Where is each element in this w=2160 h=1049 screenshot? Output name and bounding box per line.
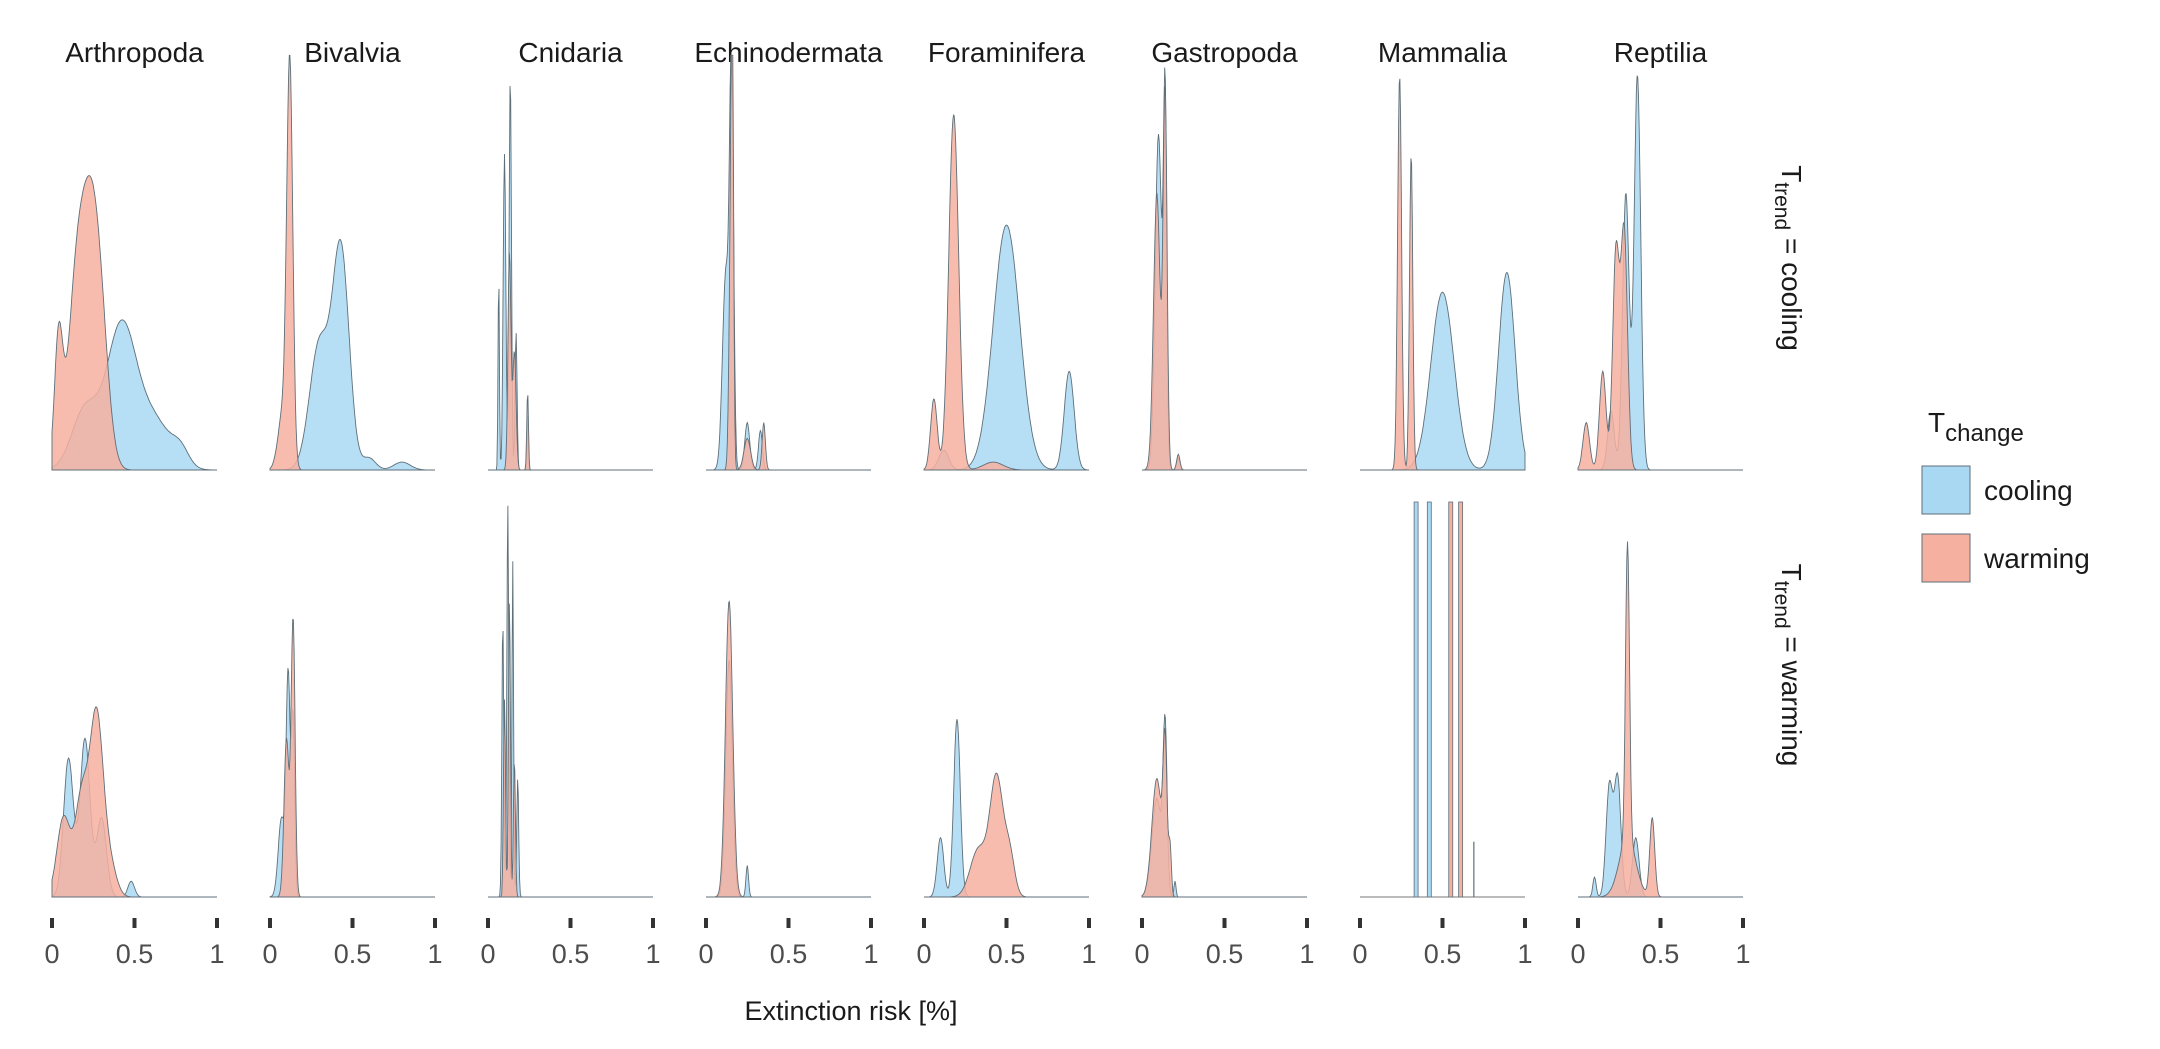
panel-cooling-mammalia <box>1360 78 1526 471</box>
density-warming <box>924 772 1089 898</box>
x-tick-label: 1 <box>863 939 878 969</box>
column-title-cnidaria: Cnidaria <box>518 37 623 68</box>
panel-cooling-cnidaria <box>488 85 653 471</box>
spike-cooling <box>1413 501 1419 898</box>
column-title-echinodermata: Echinodermata <box>694 37 883 68</box>
panel-warming-arthropoda <box>51 706 217 898</box>
column-title-mammalia: Mammalia <box>1378 37 1508 68</box>
x-tick-label: 1 <box>1517 939 1532 969</box>
row-label-warming: Ttrend = warming <box>1770 564 1807 767</box>
x-tick-label: 0 <box>1352 939 1367 969</box>
x-tick-label: 0.5 <box>1424 939 1462 969</box>
density-warming <box>706 54 871 471</box>
panel-cooling-echinodermata <box>706 54 871 471</box>
density-warming <box>1578 541 1743 898</box>
x-tick-label: 0 <box>262 939 277 969</box>
column-title-reptilia: Reptilia <box>1614 37 1708 68</box>
x-tick-label: 0.5 <box>116 939 154 969</box>
panel-warming-gastropoda <box>1141 714 1307 898</box>
panel-cooling-gastropoda <box>1142 67 1307 471</box>
spike-warming <box>1458 501 1464 898</box>
legend-swatch-cooling <box>1921 465 1971 515</box>
x-axis-arthropoda: 0 0.5 1 <box>44 918 225 969</box>
column-title-bivalvia: Bivalvia <box>304 37 401 68</box>
density-warming <box>1141 727 1307 898</box>
legend: Tchange cooling warming <box>1921 407 2090 583</box>
x-tick-label: 1 <box>1299 939 1314 969</box>
density-warming <box>706 600 871 898</box>
panel-cooling-reptilia <box>1577 75 1743 471</box>
x-tick-label: 0.5 <box>334 939 372 969</box>
density-warming <box>488 603 653 898</box>
x-tick-label: 0.5 <box>770 939 808 969</box>
panel-warming-echinodermata <box>706 600 871 898</box>
x-axis-echinodermata: 0 0.5 1 <box>698 918 879 969</box>
x-axes: 0 0.5 1 0 0.5 1 0 0.5 1 0 0.5 1 0 0.5 1 0 0.5 1 0 0.5 1 0 0.5 1 <box>44 918 1751 969</box>
panel-cooling-foraminifera <box>923 114 1090 471</box>
column-titles: Arthropoda Bivalvia Cnidaria Echinodermata F… <box>65 37 1707 68</box>
x-tick-label: 1 <box>209 939 224 969</box>
legend-label-cooling: cooling <box>1984 475 2073 506</box>
panel-warming-bivalvia <box>269 618 435 898</box>
x-tick-label: 1 <box>645 939 660 969</box>
row-label-cooling: Ttrend = cooling <box>1770 165 1807 351</box>
x-tick-label: 1 <box>1081 939 1096 969</box>
panel-warming-foraminifera <box>924 719 1089 898</box>
x-axis-bivalvia: 0 0.5 1 <box>262 918 443 969</box>
spike-cooling <box>1426 501 1432 898</box>
x-axis-reptilia: 0 0.5 1 <box>1570 918 1751 969</box>
panel-cooling-bivalvia <box>269 54 435 471</box>
density-cooling <box>1578 771 1743 898</box>
density-warming <box>51 706 217 898</box>
x-tick-label: 0 <box>916 939 931 969</box>
x-tick-label: 0.5 <box>988 939 1026 969</box>
density-warming <box>51 175 217 471</box>
x-tick-label: 0.5 <box>1206 939 1244 969</box>
panel-warming-mammalia <box>1360 501 1525 898</box>
density-warming <box>488 252 653 471</box>
row-labels: Ttrend = cooling Ttrend = warming <box>1770 165 1807 766</box>
panel-warming-cnidaria <box>488 505 653 898</box>
x-axis-cnidaria: 0 0.5 1 <box>480 918 661 969</box>
column-title-gastropoda: Gastropoda <box>1151 37 1298 68</box>
x-tick-label: 0 <box>480 939 495 969</box>
panels <box>51 54 1743 898</box>
density-cooling <box>1360 272 1526 471</box>
column-title-arthropoda: Arthropoda <box>65 37 204 68</box>
density-warming <box>270 618 435 898</box>
x-tick-label: 1 <box>1735 939 1750 969</box>
spike-warming <box>1448 501 1454 898</box>
x-axis-gastropoda: 0 0.5 1 <box>1134 918 1315 969</box>
x-tick-label: 0 <box>44 939 59 969</box>
legend-label-warming: warming <box>1983 543 2090 574</box>
panel-warming-reptilia <box>1578 541 1743 898</box>
density-warming <box>1142 86 1307 471</box>
column-title-foraminifera: Foraminifera <box>928 37 1086 68</box>
x-axis-label: Extinction risk [%] <box>744 996 957 1026</box>
density-warming <box>923 114 1089 471</box>
x-tick-label: 0 <box>698 939 713 969</box>
x-tick-label: 1 <box>427 939 442 969</box>
legend-swatch-warming <box>1921 533 1971 583</box>
x-tick-label: 0 <box>1570 939 1585 969</box>
density-warming <box>1577 221 1743 471</box>
panel-cooling-arthropoda <box>51 175 217 471</box>
x-tick-label: 0 <box>1134 939 1149 969</box>
x-axis-mammalia: 0 0.5 1 <box>1352 918 1533 969</box>
x-axis-foraminifera: 0 0.5 1 <box>916 918 1097 969</box>
legend-title: Tchange <box>1928 407 2024 447</box>
density-warming <box>1360 78 1525 471</box>
x-tick-label: 0.5 <box>552 939 590 969</box>
density-warming <box>269 54 435 471</box>
x-tick-label: 0.5 <box>1642 939 1680 969</box>
